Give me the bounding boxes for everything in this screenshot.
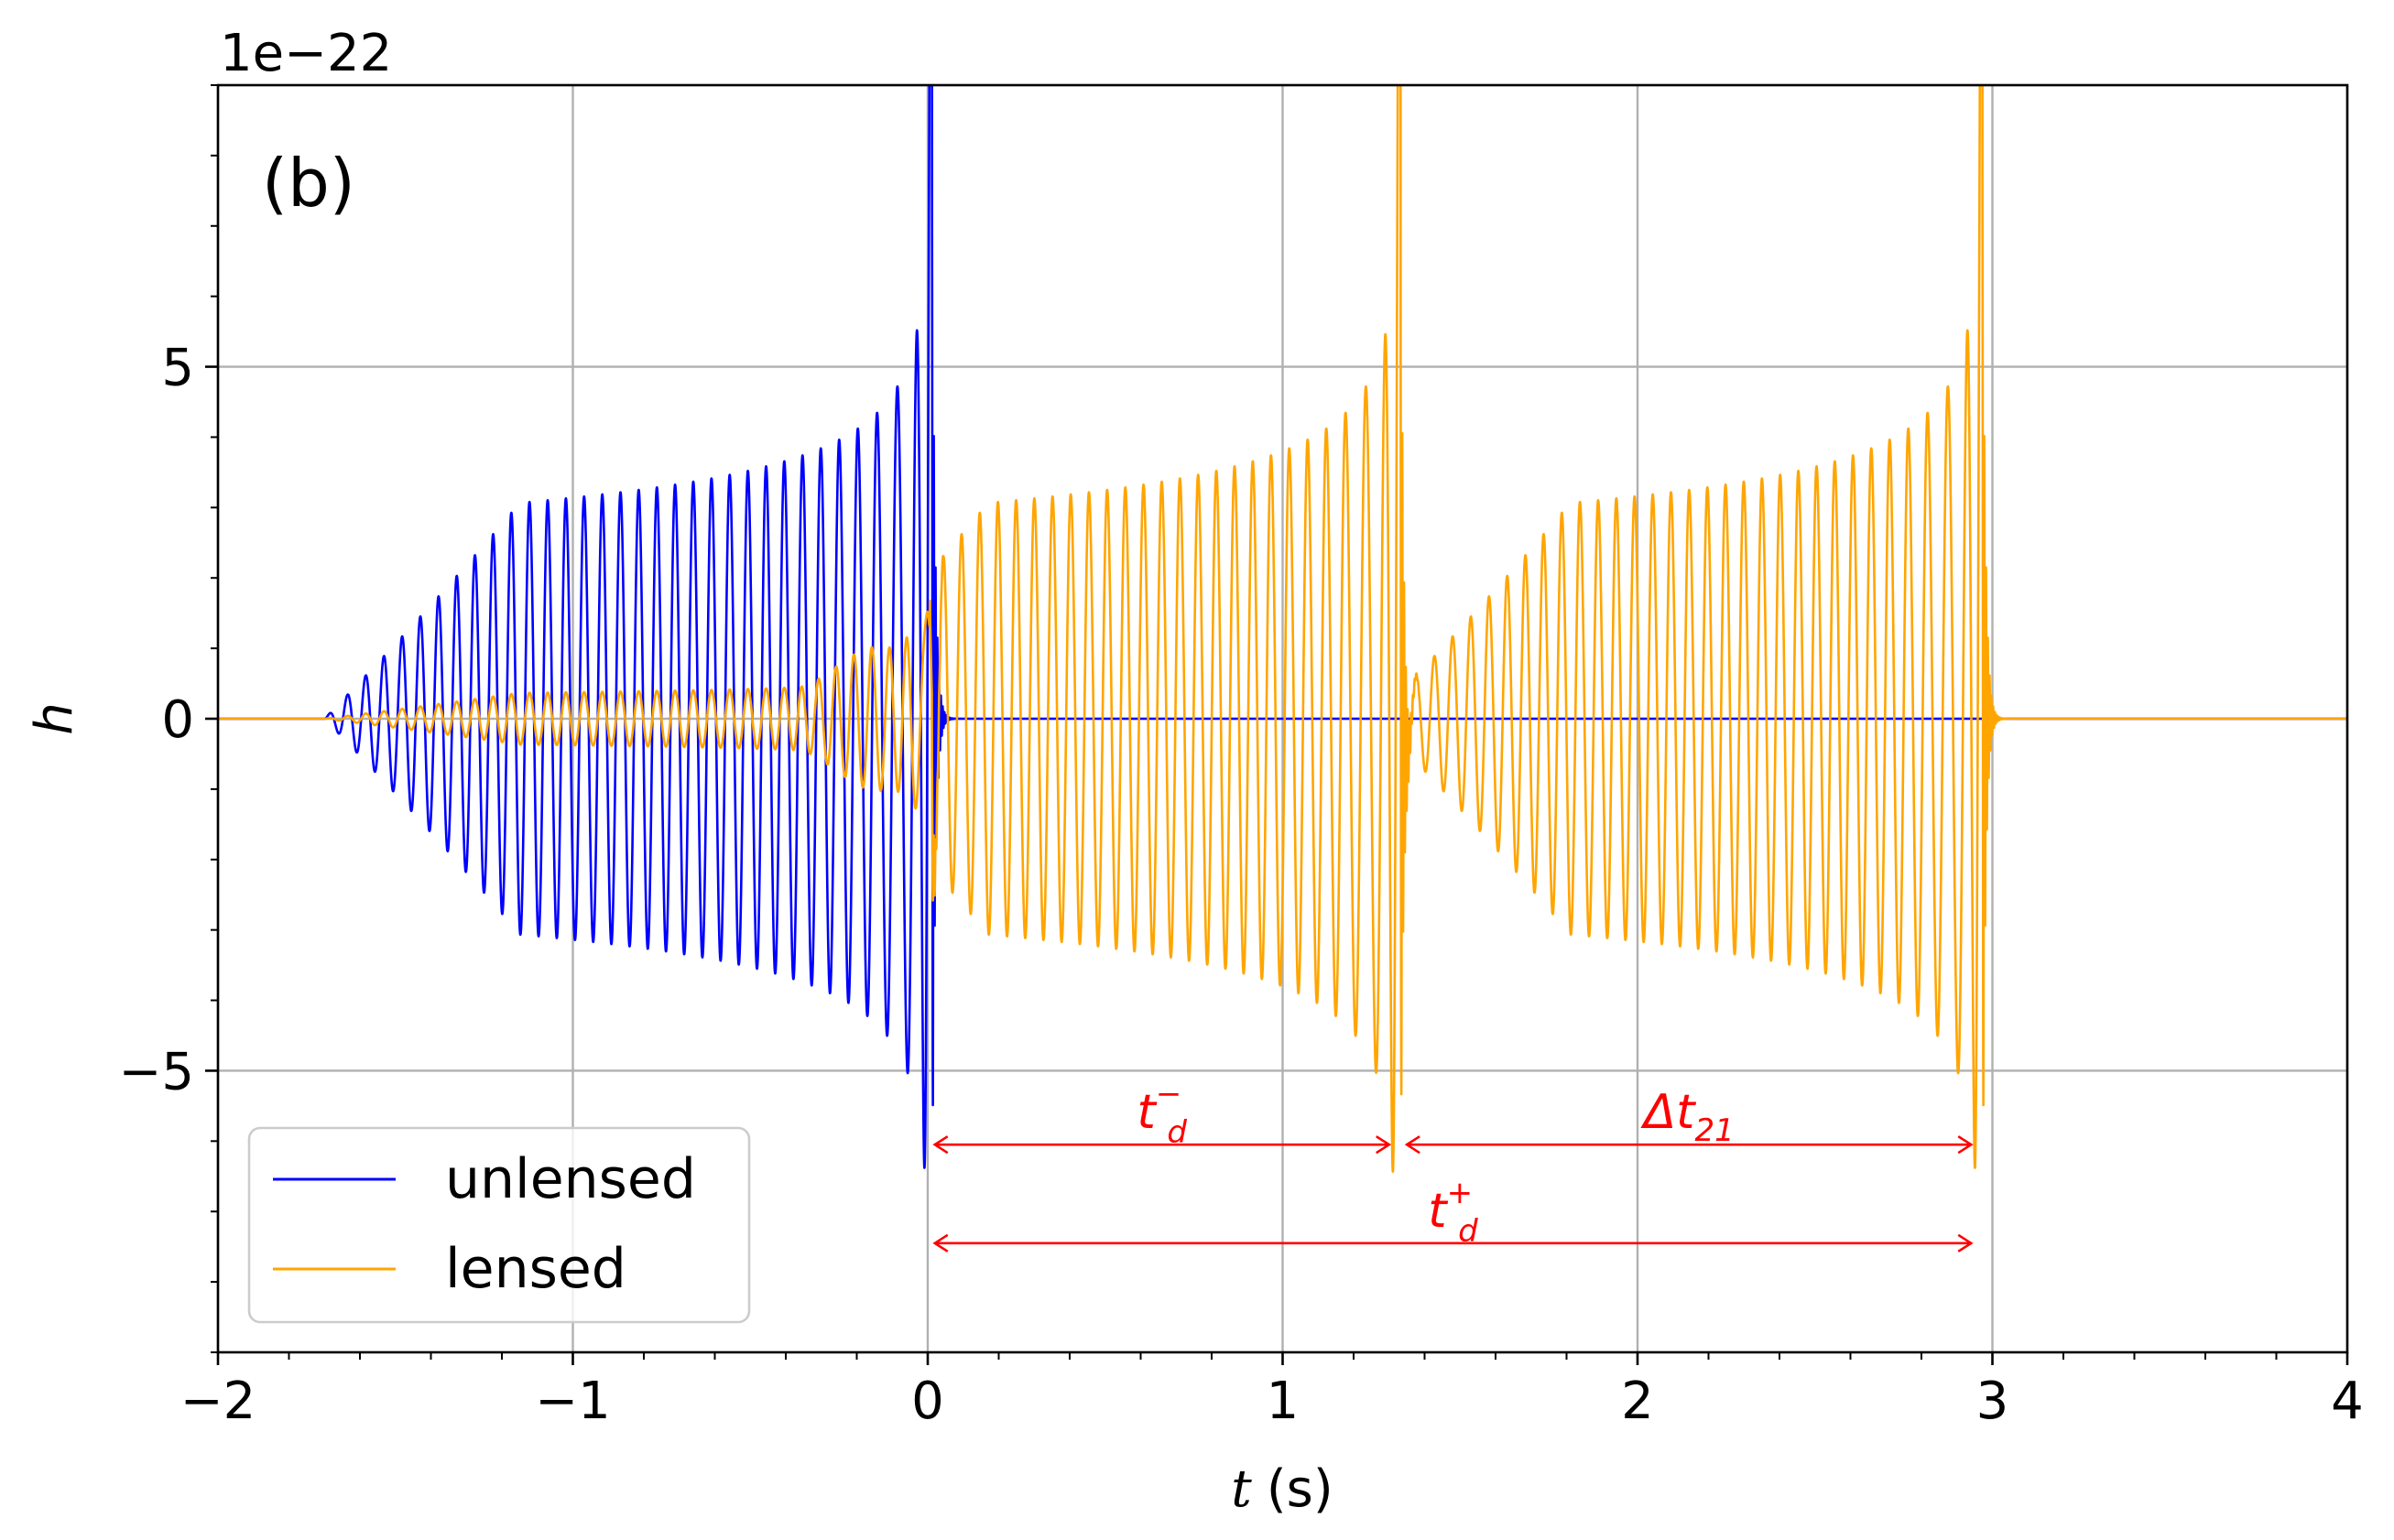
- y-axis-title: h: [25, 702, 84, 735]
- series-layer: [218, 85, 2347, 1173]
- x-tick-label: 0: [911, 1372, 944, 1431]
- x-axis-title: t (s): [1231, 1459, 1333, 1519]
- x-axis-unit: (s): [1267, 1459, 1333, 1519]
- series-line-lensed: [218, 85, 2347, 1173]
- arrow-head-left: [1404, 1135, 1420, 1155]
- x-tick-label: −2: [180, 1372, 256, 1431]
- panel-label: (b): [262, 145, 355, 222]
- arrow-head-right: [1957, 1233, 1974, 1253]
- y-tick-label: 0: [161, 690, 194, 750]
- x-axis-variable: t: [1231, 1459, 1252, 1519]
- annotations: t− d Δt21 t+ d: [932, 1076, 1974, 1253]
- legend-label-lensed: lensed: [445, 1237, 626, 1301]
- y-tick-label: −5: [118, 1042, 194, 1101]
- arrow-head-right: [1376, 1135, 1392, 1155]
- arrow-head-left: [932, 1233, 949, 1253]
- x-tick-label: 3: [1976, 1372, 2009, 1431]
- y-offset-label: 1e−22: [220, 24, 392, 83]
- legend: unlensed lensed: [247, 1126, 751, 1324]
- legend-label-unlensed: unlensed: [445, 1147, 696, 1211]
- x-tick-label: 4: [2331, 1372, 2364, 1431]
- x-tick-label: 1: [1267, 1372, 1300, 1431]
- annotation-label: t+ d: [1428, 1175, 1478, 1250]
- legend-box: [247, 1126, 751, 1324]
- axis-ticks: −2 −1 0 1 2 3 4 −5 0 5: [118, 84, 2364, 1431]
- arrow-head-left: [932, 1135, 949, 1155]
- annotation-label: Δt21: [1640, 1085, 1735, 1149]
- y-tick-label: 5: [161, 339, 194, 398]
- arrow-head-right: [1957, 1135, 1974, 1155]
- x-tick-label: 2: [1621, 1372, 1654, 1431]
- annotation-label: t− d: [1137, 1076, 1188, 1151]
- x-tick-label: −1: [535, 1372, 611, 1431]
